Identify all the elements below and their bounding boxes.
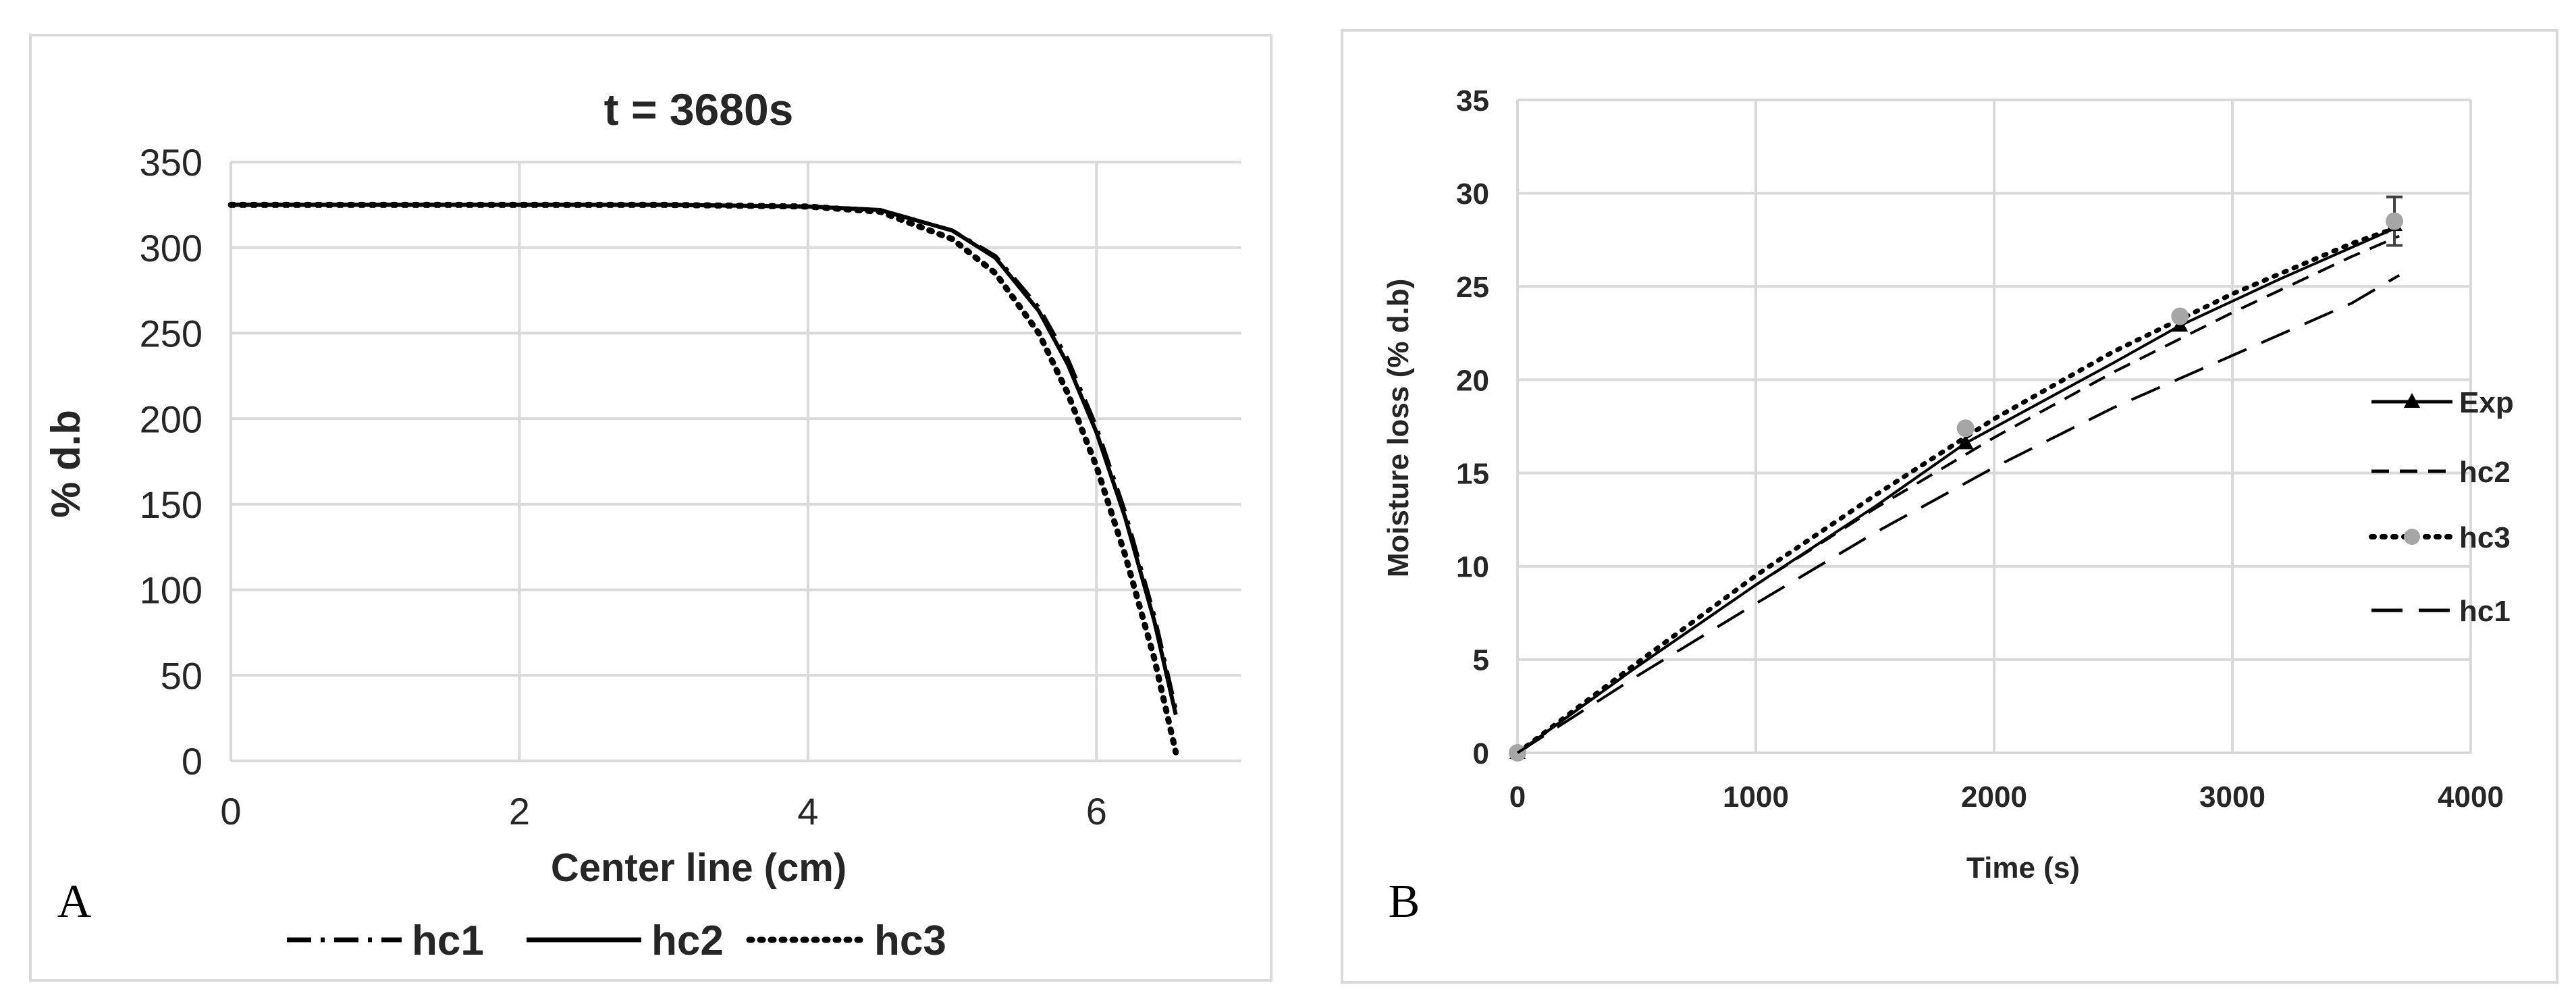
legend-label-hc3: hc3 <box>874 918 946 964</box>
chart-a-title: t = 3680s <box>604 84 794 134</box>
x-tick-label: 6 <box>1086 790 1107 832</box>
series-line-hc3 <box>227 201 1179 756</box>
chart-b-legend: Exp hc2 hc3 hc1 <box>2369 386 2514 628</box>
y-tick-label: 35 <box>1456 84 1489 117</box>
data-point-hc3 <box>2171 307 2189 325</box>
x-tick-label: 1000 <box>1723 780 1789 814</box>
chart-a-legend: hc1 hc2 hc3 <box>287 918 946 964</box>
chart-a-svg: 0 50 100 150 200 250 300 350 0 2 4 6 t = 3680s Cent… <box>29 34 1272 982</box>
y-tick-label: 0 <box>182 740 203 783</box>
x-tick-label: 2 <box>509 790 530 832</box>
x-tick-label: 0 <box>220 790 241 832</box>
chart-b-svg: 0 5 10 15 20 25 30 35 0 1000 2000 3000 4000 Time (s)… <box>1341 29 2558 984</box>
series-line-hc3 <box>1515 224 2402 756</box>
legend-marker-hc3 <box>2404 529 2420 545</box>
legend-marker-Exp <box>2404 393 2420 408</box>
legend-label-Exp: Exp <box>2459 386 2514 419</box>
chart-a-panel-label: A <box>57 876 92 928</box>
legend-label-hc1: hc1 <box>2459 595 2511 628</box>
chart-a-frame <box>29 34 1272 982</box>
data-point-hc3 <box>1956 419 1975 438</box>
y-tick-label: 50 <box>161 654 203 697</box>
y-tick-label: 200 <box>140 398 203 440</box>
chart-b-frame <box>1341 29 2558 984</box>
y-tick-label: 250 <box>140 313 203 355</box>
x-tick-label: 0 <box>1509 780 1526 814</box>
y-tick-label: 25 <box>1456 271 1489 304</box>
legend-label-hc2: hc2 <box>2459 456 2511 489</box>
y-tick-label: 5 <box>1473 644 1489 677</box>
y-tick-label: 0 <box>1473 737 1489 770</box>
y-tick-label: 20 <box>1456 364 1489 397</box>
y-tick-label: 30 <box>1456 178 1489 211</box>
chart-a-x-axis-label: Center line (cm) <box>551 846 847 890</box>
chart-a-y-axis-label: % d.b <box>43 410 88 518</box>
chart-b-x-axis-label: Time (s) <box>1966 851 2080 884</box>
x-tick-label: 4 <box>797 790 818 832</box>
x-tick-label: 3000 <box>2199 780 2265 814</box>
chart-panel-b: 0 5 10 15 20 25 30 35 0 1000 2000 3000 4000 Time (s)… <box>1288 0 2576 1006</box>
y-tick-label: 15 <box>1456 457 1489 490</box>
data-point-Exp <box>1957 434 1974 450</box>
series-line-hc2 <box>1516 234 2400 754</box>
data-point-hc3 <box>2386 212 2404 230</box>
x-tick-label: 2000 <box>1961 780 2027 814</box>
chart-b-panel-label: B <box>1389 876 1420 928</box>
chart-panel-a: 0 50 100 150 200 250 300 350 0 2 4 6 t = 3680s Cent… <box>29 34 1272 982</box>
legend-label-hc3: hc3 <box>2459 521 2511 554</box>
y-tick-label: 10 <box>1456 551 1489 584</box>
series-line-hc1 <box>1516 273 2400 754</box>
legend-label-hc2: hc2 <box>651 918 724 964</box>
y-tick-label: 150 <box>140 483 203 526</box>
chart-b-y-axis-label: Moisture loss (% d.b) <box>1382 279 1415 577</box>
x-tick-label: 4000 <box>2438 780 2504 814</box>
y-tick-label: 100 <box>140 569 203 612</box>
y-tick-label: 350 <box>140 141 203 184</box>
legend-label-hc1: hc1 <box>412 918 484 964</box>
y-tick-label: 300 <box>140 227 203 269</box>
